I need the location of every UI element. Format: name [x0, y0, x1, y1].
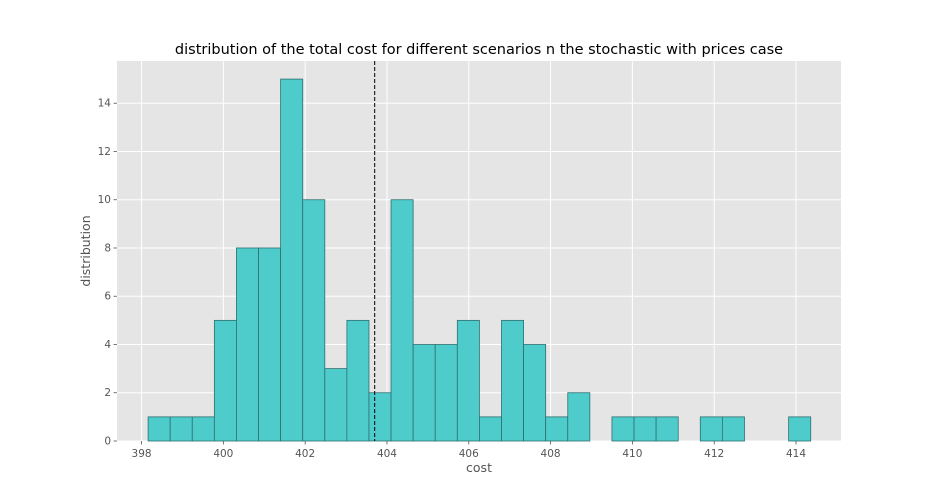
histogram-bar [501, 319, 524, 442]
x-tick-label: 404 [377, 448, 397, 460]
histogram-bar [611, 416, 635, 442]
y-tick-label: 8 [104, 242, 111, 254]
histogram-bar [236, 247, 259, 442]
histogram-bar [412, 344, 436, 442]
chart-title: distribution of the total cost for diffe… [175, 42, 783, 58]
histogram-bar [567, 392, 591, 442]
y-tick-label: 0 [104, 436, 111, 448]
histogram-bar [545, 416, 569, 442]
histogram-bar [368, 392, 392, 442]
histogram-bar [302, 199, 326, 442]
histogram-bar [788, 416, 812, 442]
histogram-bar [213, 319, 237, 442]
histogram-bar [655, 416, 679, 442]
histogram-bar [324, 368, 348, 442]
histogram-bar [633, 416, 657, 442]
y-tick-label: 6 [104, 291, 111, 303]
x-tick-label: 406 [459, 448, 479, 460]
x-tick-label: 414 [786, 448, 806, 460]
y-tick-label: 4 [104, 339, 111, 351]
y-tick-label: 12 [98, 146, 111, 158]
y-tick-label: 10 [98, 194, 111, 206]
x-tick-label: 398 [132, 448, 152, 460]
x-axis-label: cost [466, 460, 492, 475]
histogram-bar [434, 344, 458, 442]
histogram-bar [479, 416, 502, 442]
histogram-bars [147, 78, 812, 442]
histogram-bar [721, 416, 745, 442]
histogram-bar [147, 416, 171, 442]
histogram-bar [346, 319, 370, 442]
histogram-bar [456, 319, 480, 442]
histogram-bar [169, 416, 193, 442]
x-tick-label: 408 [541, 448, 561, 460]
x-axis-ticks: 398 400 402 404 406 408 410 412 414 [132, 441, 806, 460]
histogram-bar [280, 78, 304, 442]
y-axis-label: distribution [78, 215, 93, 286]
histogram-bar [191, 416, 215, 442]
x-tick-label: 400 [213, 448, 233, 460]
y-tick-label: 2 [104, 387, 111, 399]
histogram-bar [258, 247, 282, 442]
x-tick-label: 402 [295, 448, 315, 460]
y-axis-ticks: 0 2 4 6 8 10 12 14 [98, 98, 117, 448]
x-tick-label: 412 [704, 448, 724, 460]
histogram-bar [699, 416, 723, 442]
histogram-bar [390, 199, 414, 442]
x-tick-label: 410 [622, 448, 642, 460]
histogram-bar [523, 344, 547, 442]
y-tick-label: 14 [98, 98, 112, 110]
